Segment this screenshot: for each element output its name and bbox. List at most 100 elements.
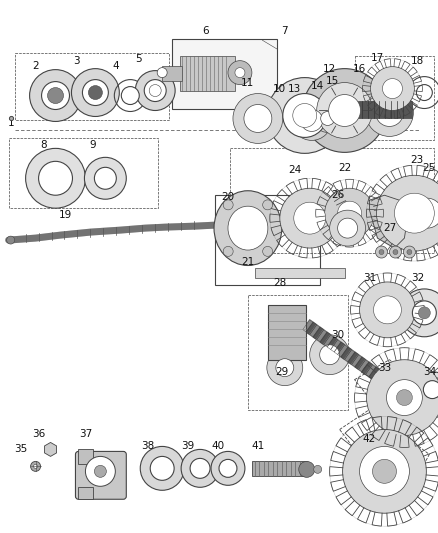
Polygon shape: [319, 332, 330, 344]
Circle shape: [291, 101, 331, 140]
Circle shape: [329, 210, 365, 246]
Polygon shape: [344, 350, 354, 362]
Polygon shape: [365, 365, 375, 377]
Text: 30: 30: [330, 330, 343, 340]
Circle shape: [244, 104, 271, 132]
Polygon shape: [306, 322, 316, 335]
Circle shape: [275, 359, 293, 377]
Text: 38: 38: [141, 441, 155, 451]
Polygon shape: [389, 382, 399, 394]
Polygon shape: [368, 367, 378, 379]
Polygon shape: [396, 387, 406, 399]
Text: 20: 20: [221, 192, 234, 202]
Circle shape: [411, 198, 438, 228]
Circle shape: [403, 246, 414, 258]
Polygon shape: [379, 375, 389, 387]
Circle shape: [234, 68, 244, 78]
FancyBboxPatch shape: [251, 462, 306, 477]
Polygon shape: [330, 340, 340, 352]
Polygon shape: [385, 379, 396, 392]
Text: 24: 24: [287, 165, 301, 175]
Polygon shape: [361, 362, 372, 374]
Text: 33: 33: [377, 362, 390, 373]
Circle shape: [293, 202, 325, 234]
Circle shape: [34, 464, 38, 469]
Circle shape: [292, 103, 316, 127]
Circle shape: [262, 200, 272, 210]
Circle shape: [94, 167, 116, 189]
Circle shape: [121, 86, 139, 104]
Text: 5: 5: [134, 54, 141, 63]
Circle shape: [144, 79, 166, 101]
Circle shape: [157, 68, 167, 78]
FancyBboxPatch shape: [267, 305, 305, 360]
Text: 19: 19: [59, 210, 72, 220]
Circle shape: [389, 246, 400, 258]
Circle shape: [385, 379, 421, 416]
Polygon shape: [326, 337, 337, 350]
Circle shape: [266, 350, 302, 385]
Text: 40: 40: [211, 441, 224, 451]
Circle shape: [42, 82, 69, 109]
Polygon shape: [372, 370, 382, 382]
Polygon shape: [340, 347, 351, 359]
Circle shape: [392, 249, 397, 255]
Circle shape: [149, 85, 161, 96]
Text: 36: 36: [32, 430, 45, 440]
Text: 31: 31: [362, 273, 375, 283]
Circle shape: [82, 79, 108, 106]
Circle shape: [319, 345, 339, 365]
Text: 17: 17: [370, 53, 383, 63]
FancyBboxPatch shape: [75, 451, 126, 499]
Text: 37: 37: [79, 430, 92, 440]
Circle shape: [337, 218, 357, 238]
Circle shape: [333, 109, 345, 122]
Polygon shape: [403, 392, 413, 405]
Circle shape: [190, 458, 209, 478]
Circle shape: [140, 447, 184, 490]
Text: 10: 10: [272, 84, 286, 94]
Circle shape: [282, 94, 326, 138]
Text: 21: 21: [241, 257, 254, 267]
Circle shape: [94, 465, 106, 478]
Circle shape: [88, 86, 102, 100]
Text: 7: 7: [281, 26, 287, 36]
Circle shape: [71, 69, 119, 117]
Circle shape: [300, 109, 322, 132]
Polygon shape: [354, 357, 365, 369]
Text: 18: 18: [410, 55, 423, 66]
Circle shape: [373, 296, 400, 324]
Circle shape: [25, 148, 85, 208]
Polygon shape: [369, 195, 406, 248]
Circle shape: [399, 289, 438, 337]
Text: 35: 35: [14, 445, 27, 455]
Polygon shape: [302, 320, 312, 332]
Circle shape: [135, 70, 175, 110]
Circle shape: [313, 465, 321, 473]
FancyBboxPatch shape: [172, 39, 276, 109]
Polygon shape: [351, 355, 361, 367]
Circle shape: [413, 372, 438, 408]
Text: 23: 23: [410, 155, 423, 165]
Circle shape: [227, 61, 251, 85]
Text: 25: 25: [422, 163, 435, 173]
Circle shape: [47, 87, 64, 103]
Circle shape: [223, 246, 233, 256]
Circle shape: [374, 99, 403, 126]
Circle shape: [39, 161, 72, 195]
Circle shape: [417, 307, 429, 319]
Text: 15: 15: [325, 76, 339, 86]
Text: 42: 42: [362, 434, 375, 445]
FancyBboxPatch shape: [78, 487, 93, 499]
Text: 26: 26: [330, 190, 343, 200]
Polygon shape: [309, 325, 319, 337]
Text: 16: 16: [352, 63, 365, 74]
Circle shape: [262, 246, 272, 256]
Circle shape: [31, 462, 40, 471]
Circle shape: [328, 94, 360, 126]
Text: 2: 2: [32, 61, 39, 71]
Polygon shape: [375, 372, 385, 384]
Circle shape: [309, 335, 349, 375]
FancyBboxPatch shape: [254, 268, 344, 278]
Circle shape: [85, 456, 115, 486]
